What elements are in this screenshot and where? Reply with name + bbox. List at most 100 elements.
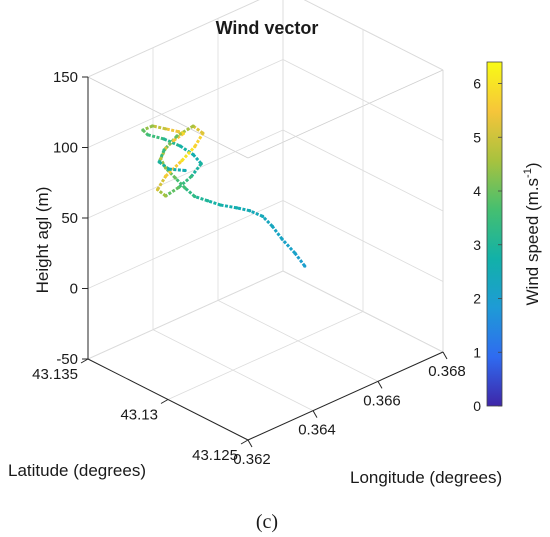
- wall-grid-line: [87, 200, 284, 289]
- colorbar: 0 1 2 3 4 5 6 Wind speed (m.s-1): [473, 61, 542, 414]
- colorbar-gradient: [486, 61, 503, 407]
- trajectory-segment: [220, 203, 238, 210]
- colorbar-label-main: Wind speed (m.s: [523, 178, 542, 306]
- x-tick-label: 0.366: [363, 392, 401, 409]
- y-tick-label: 43.135: [32, 366, 78, 383]
- trajectory-segment: [177, 175, 193, 189]
- data-point: [193, 194, 197, 199]
- trajectory-segment: [176, 124, 194, 138]
- x-tick-label: 0.368: [428, 363, 466, 380]
- colorbar-tick-label: 4: [473, 183, 481, 199]
- data-point: [280, 237, 284, 241]
- data-point: [180, 159, 184, 163]
- trajectory-segment: [261, 215, 274, 228]
- y-tick-mark: [160, 399, 169, 404]
- trajectory-segment: [280, 238, 297, 255]
- data-point: [235, 206, 239, 210]
- trajectory-segment: [156, 188, 167, 198]
- trajectory-segment: [249, 209, 264, 218]
- z-tick-label: 150: [53, 69, 78, 86]
- box-edge: [87, 76, 249, 159]
- z-tick-label: 100: [53, 140, 78, 157]
- colorbar-label-end: ): [523, 163, 542, 169]
- colorbar-tick-label: 1: [473, 344, 481, 360]
- trajectory-segment: [184, 186, 196, 198]
- data-point: [189, 174, 194, 178]
- data-point: [270, 224, 274, 228]
- data-point: [219, 203, 223, 207]
- data-point: [159, 157, 163, 161]
- data-point: [183, 168, 187, 173]
- data-point: [151, 124, 155, 128]
- trajectory-segment: [147, 133, 165, 141]
- data-point: [173, 176, 177, 180]
- data-point: [177, 185, 181, 190]
- y-tick-mark: [240, 439, 249, 445]
- data-point: [178, 144, 182, 148]
- trajectory-segment: [192, 124, 204, 135]
- x-tick-label: 0.364: [298, 422, 336, 439]
- data-point: [191, 152, 195, 157]
- x-tick-label: 0.362: [233, 451, 271, 468]
- wall-grid-line: [87, 129, 284, 219]
- trajectory-segment: [194, 195, 209, 203]
- data-point: [164, 194, 168, 198]
- y-tick-label: 43.13: [120, 407, 158, 424]
- z-tick-label: 50: [61, 210, 78, 227]
- trajectory-segment: [193, 132, 205, 148]
- data-point: [141, 128, 145, 132]
- colorbar-tick-label: 0: [473, 398, 481, 414]
- axes-box: [87, 0, 444, 360]
- trajectory-segment: [271, 225, 284, 241]
- trajectory-segment: [180, 145, 196, 162]
- data-point: [206, 199, 210, 203]
- chart-title: Wind vector: [216, 18, 319, 38]
- trajectory-segment: [165, 127, 179, 134]
- data-point: [175, 134, 179, 138]
- data-point: [162, 137, 166, 141]
- data-point: [164, 166, 168, 170]
- z-tick-label: 0: [70, 281, 78, 298]
- trajectory-series: [141, 124, 307, 268]
- data-point: [201, 131, 205, 135]
- x-tick-mark: [377, 381, 383, 389]
- data-point: [199, 162, 203, 166]
- wall-grid-line: [87, 59, 284, 148]
- y-tick-mark: [80, 358, 89, 364]
- data-point: [303, 264, 307, 268]
- trajectory-segment: [156, 175, 167, 191]
- trajectory-segment: [158, 160, 170, 171]
- colorbar-label: Wind speed (m.s-1): [522, 163, 542, 306]
- trajectory-segment: [152, 124, 166, 131]
- colorbar-tick-label: 3: [473, 237, 481, 253]
- trajectory-segment: [164, 186, 180, 198]
- y-tick-label: 43.125: [192, 447, 238, 464]
- figure-caption: (c): [256, 511, 278, 533]
- trajectory-segment: [207, 199, 222, 207]
- wall-grid-line: [87, 270, 284, 360]
- tick-labels: 0.362 0.364 0.366 0.368 43.125 43.13 43.135-50…: [32, 69, 466, 468]
- colorbar-tick-label: 5: [473, 129, 481, 145]
- data-point: [248, 209, 252, 213]
- data-point: [181, 131, 185, 136]
- trajectory-segment: [174, 176, 187, 189]
- x-axis-label: Longitude (degrees): [350, 468, 502, 487]
- trajectory-segment: [168, 167, 186, 172]
- colorbar-label-sup: -1: [522, 168, 534, 178]
- trajectory-segment: [192, 153, 203, 165]
- x-tick-mark: [247, 439, 253, 448]
- wall-grid-line: [87, 0, 260, 78]
- colorbar-tick-label: 2: [473, 291, 481, 307]
- data-point: [183, 186, 187, 190]
- data-point: [293, 251, 297, 255]
- y-axis-label: Latitude (degrees): [8, 461, 146, 480]
- trajectory-segment: [179, 144, 194, 156]
- data-point: [162, 148, 166, 152]
- z-tick-label: -50: [56, 351, 78, 368]
- x-tick-mark: [312, 410, 318, 418]
- z-axis-label: Height agl (m): [33, 187, 52, 294]
- floor-grid-line: [167, 311, 364, 400]
- data-point: [157, 160, 161, 164]
- trajectory-segment: [293, 252, 306, 267]
